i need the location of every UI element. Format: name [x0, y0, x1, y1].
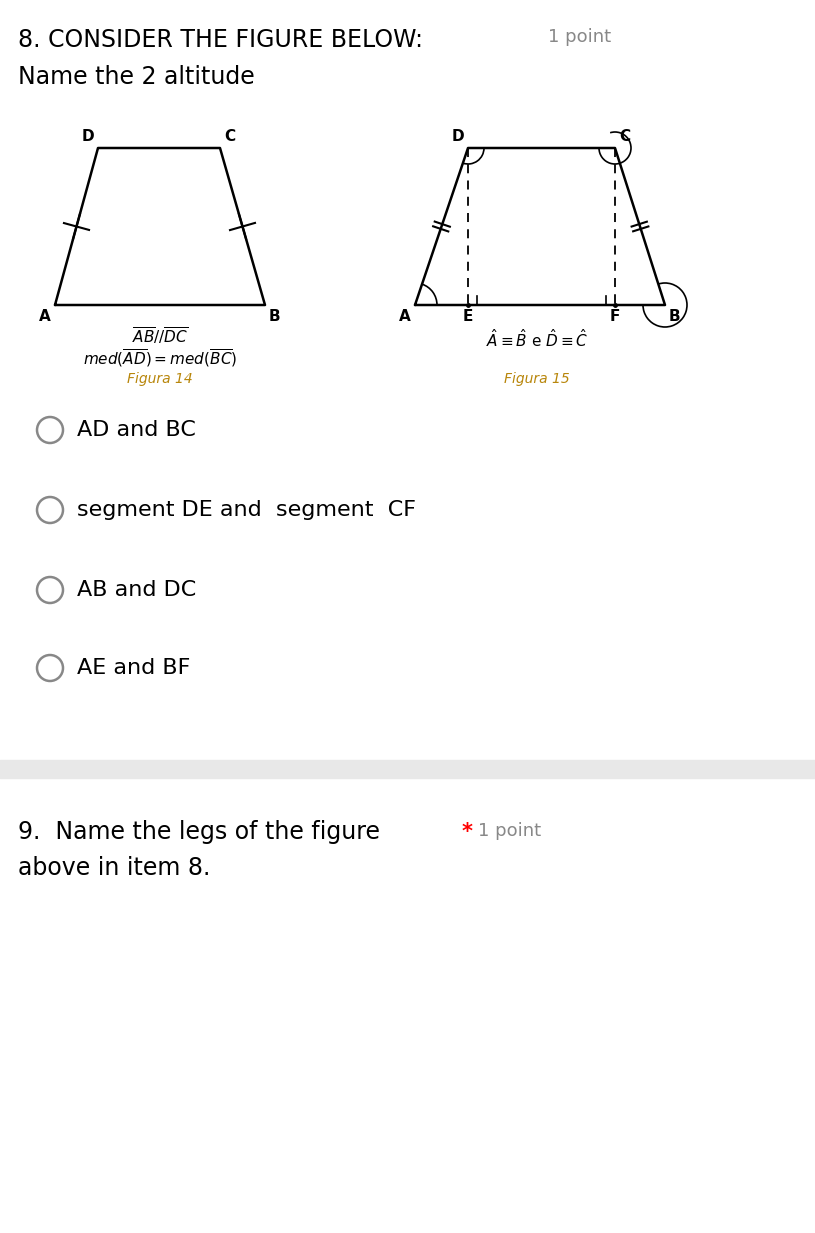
Text: Name the 2 altitude: Name the 2 altitude [18, 65, 255, 89]
Text: 9.  Name the legs of the figure: 9. Name the legs of the figure [18, 820, 380, 845]
Text: A: A [399, 309, 411, 324]
Text: E: E [463, 309, 474, 324]
Text: B: B [269, 309, 280, 324]
Text: 8. CONSIDER THE FIGURE BELOW:: 8. CONSIDER THE FIGURE BELOW: [18, 28, 423, 52]
Text: AE and BF: AE and BF [77, 658, 191, 678]
Text: F: F [610, 309, 620, 324]
Text: $\overline{AB}//\overline{DC}$: $\overline{AB}//\overline{DC}$ [132, 326, 188, 345]
Text: 1 point: 1 point [548, 28, 611, 46]
Text: A: A [39, 309, 51, 324]
Text: AD and BC: AD and BC [77, 420, 196, 440]
Text: above in item 8.: above in item 8. [18, 856, 210, 880]
Text: *: * [462, 822, 473, 842]
Text: B: B [669, 309, 681, 324]
Text: C: C [224, 129, 235, 144]
Text: $\hat{A} \equiv \hat{B}$ e $\hat{D} \equiv \hat{C}$: $\hat{A} \equiv \hat{B}$ e $\hat{D} \equ… [486, 328, 588, 350]
Text: D: D [82, 129, 94, 144]
Text: AB and DC: AB and DC [77, 580, 196, 600]
Text: segment DE and  segment  CF: segment DE and segment CF [77, 501, 416, 520]
Text: D: D [452, 129, 464, 144]
Text: $med(\overline{AD}) = med(\overline{BC})$: $med(\overline{AD}) = med(\overline{BC})… [83, 346, 237, 369]
Text: Figura 15: Figura 15 [504, 372, 570, 386]
Text: Figura 14: Figura 14 [127, 372, 193, 386]
Text: 1 point: 1 point [478, 822, 541, 840]
Text: C: C [619, 129, 630, 144]
